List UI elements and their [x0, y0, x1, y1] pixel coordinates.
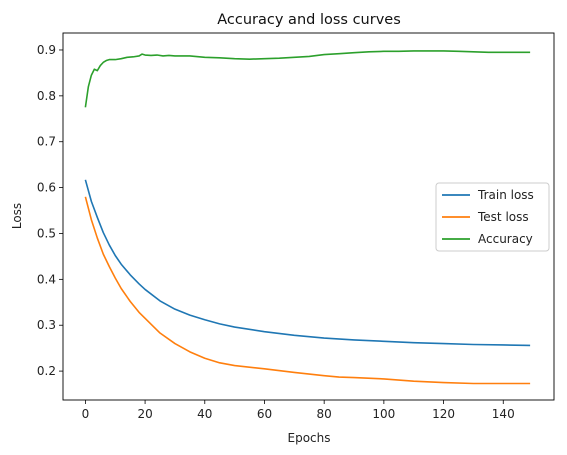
x-tick-label: 100: [372, 407, 395, 421]
axes-layer: 0 20 40 60 80 100 120 140 0.2 0.3 0.4 0.5 0.6 0.7 0.8 0…: [37, 43, 515, 421]
y-axis-title: Loss: [10, 203, 24, 229]
series-line-test-loss: [84, 196, 531, 385]
legend: Train loss Test loss Accuracy: [435, 182, 550, 252]
plot-frame: [62, 32, 555, 401]
series-layer: [84, 50, 531, 385]
x-axis-title: Epochs: [288, 431, 331, 445]
y-tick-label: 0.6: [37, 181, 56, 195]
x-tick-label: 120: [432, 407, 455, 421]
chart-title: Accuracy and loss curves: [217, 12, 401, 28]
series-line-accuracy: [84, 50, 531, 108]
y-tick-label: 0.7: [37, 135, 56, 149]
y-tick-label: 0.2: [37, 364, 56, 378]
y-tick-label: 0.9: [37, 43, 56, 57]
legend-box: [435, 182, 550, 252]
y-tick-label: 0.5: [37, 226, 56, 240]
y-tick-label: 0.8: [37, 89, 56, 103]
y-tick-label: 0.3: [37, 318, 56, 332]
series-line-train-loss: [84, 179, 531, 347]
x-tick-label: 20: [137, 407, 152, 421]
x-tick-label: 140: [492, 407, 515, 421]
x-tick-label: 80: [317, 407, 332, 421]
legend-label-test-loss: Test loss: [477, 210, 529, 224]
x-tick-label: 0: [82, 407, 90, 421]
x-tick-label: 40: [197, 407, 212, 421]
legend-label-accuracy: Accuracy: [478, 232, 533, 246]
x-tick-label: 60: [257, 407, 272, 421]
y-tick-label: 0.4: [37, 272, 56, 286]
legend-label-train-loss: Train loss: [477, 188, 534, 202]
